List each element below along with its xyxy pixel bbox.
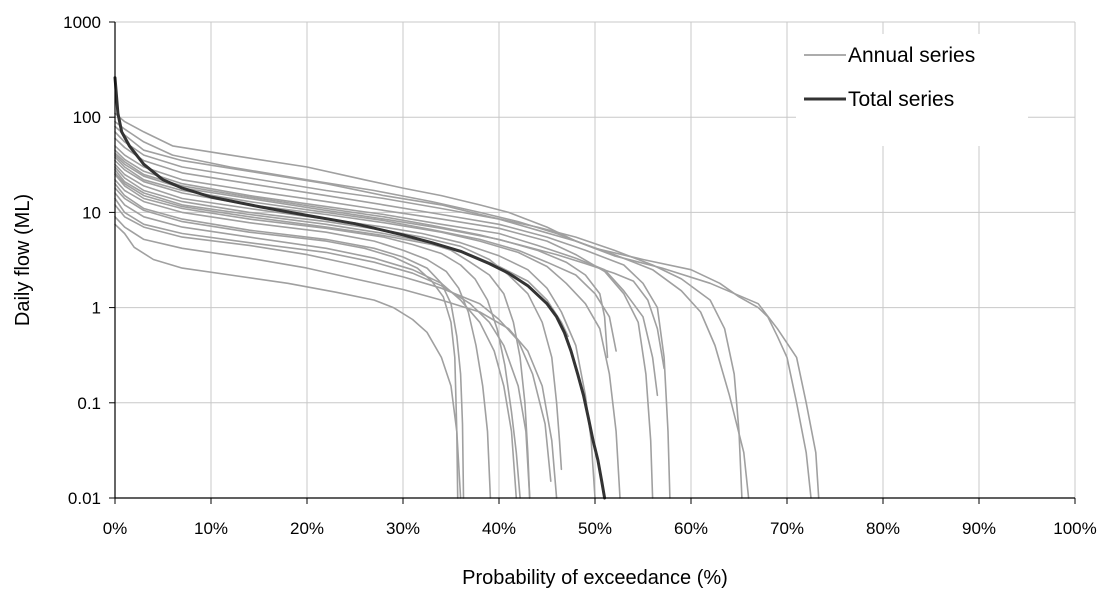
annual-series-line-17	[114, 192, 518, 499]
x-tick-label: 30%	[386, 519, 420, 538]
x-tick-label: 90%	[962, 519, 996, 538]
annual-series-line-21	[114, 223, 462, 499]
axes	[109, 21, 1076, 504]
annual-series-line-13	[114, 173, 521, 499]
legend-label-total: Total series	[848, 88, 954, 111]
annual-series-line-7	[114, 149, 659, 397]
x-tick-label: 50%	[578, 519, 612, 538]
x-tick-label: 80%	[866, 519, 900, 538]
series-lines	[113, 76, 820, 500]
x-tick-label: 0%	[103, 519, 128, 538]
annual-series-line-11	[114, 166, 563, 471]
annual-series-line-16	[114, 187, 459, 499]
annual-series-line-8	[114, 154, 609, 359]
annual-series-line-14	[114, 179, 492, 499]
y-tick-label: 10	[82, 203, 101, 222]
total-series-line	[113, 76, 607, 500]
annual-series-line-23	[114, 172, 569, 338]
y-tick-label: 1	[92, 299, 101, 318]
annual-series-line-15	[114, 182, 465, 499]
x-tick-label: 10%	[194, 519, 228, 538]
annual-series-line-22	[114, 156, 617, 352]
y-tick-label: 0.1	[77, 394, 101, 413]
annual-series-line-6	[114, 145, 654, 499]
legend-label-annual: Annual series	[848, 44, 975, 67]
annual-series-line-4	[114, 131, 750, 499]
annual-series-line-19	[114, 204, 552, 482]
annual-series-line-10	[114, 163, 596, 499]
y-tick-label: 0.01	[68, 489, 101, 508]
x-tick-label: 20%	[290, 519, 324, 538]
x-tick-label: 100%	[1053, 519, 1096, 538]
y-tick-label: 100	[73, 108, 101, 127]
y-tick-label: 1000	[63, 13, 101, 32]
x-axis-title: Probability of exceedance (%)	[462, 567, 728, 589]
tick-labels: 0% 10% 20% 30% 40% 50% 60% 70% 80% 90% 100% 0.01 0.1…	[63, 13, 1097, 538]
legend: Annual series Total series	[796, 34, 1028, 146]
y-axis-title: Daily flow (ML)	[12, 194, 34, 326]
annual-series-line-1	[114, 112, 820, 499]
annual-series-line-9	[114, 159, 621, 499]
annual-series-line-20	[114, 216, 558, 499]
annual-series-line-5	[114, 137, 671, 499]
annual-series-line-18	[114, 197, 531, 499]
x-tick-label: 70%	[770, 519, 804, 538]
annual-series-line-3	[114, 125, 743, 499]
legend-background	[796, 34, 1028, 146]
x-tick-label: 60%	[674, 519, 708, 538]
x-tick-label: 40%	[482, 519, 516, 538]
